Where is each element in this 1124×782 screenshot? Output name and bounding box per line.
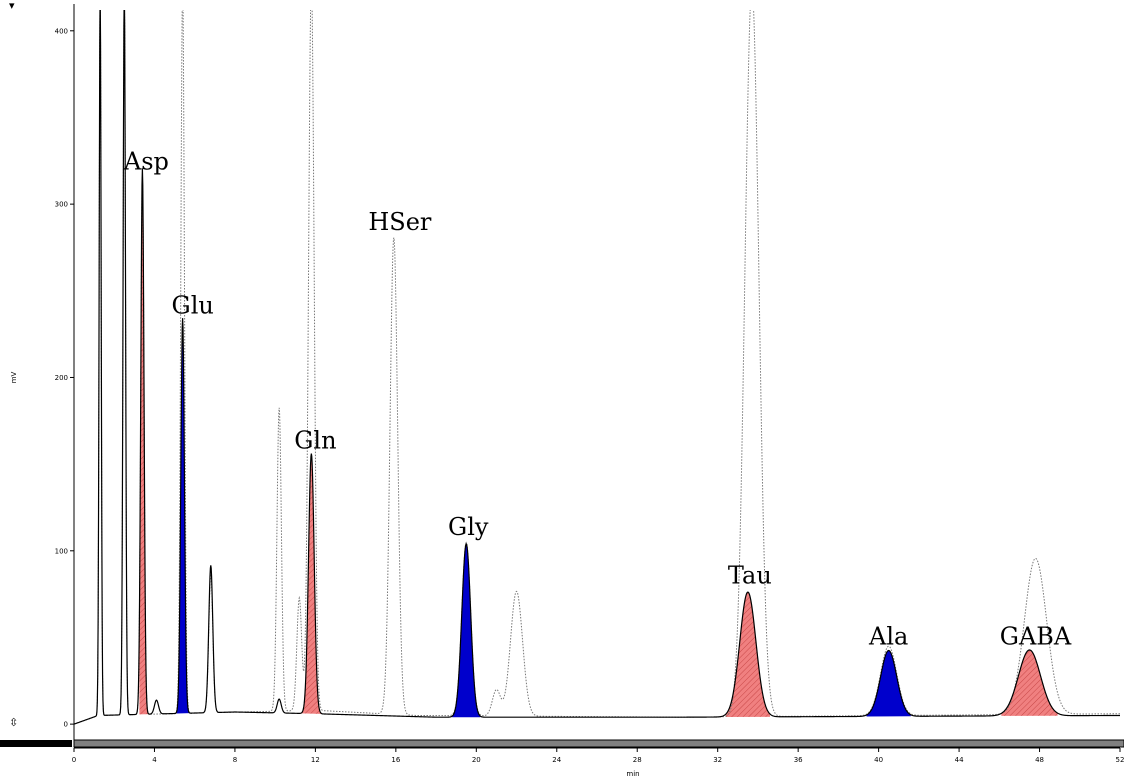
dropdown-toggle-icon[interactable]: ▾ xyxy=(9,0,15,12)
x-tick-label: 12 xyxy=(311,756,320,764)
x-tick-label: 4 xyxy=(152,756,157,764)
peak-label-glu: Glu xyxy=(172,291,214,319)
x-tick-label: 40 xyxy=(874,756,883,764)
x-tick-label: 52 xyxy=(1116,756,1124,764)
peak-label-gaba: GABA xyxy=(1000,622,1072,650)
peak-label-hser: HSer xyxy=(368,208,432,236)
peak-label-asp: Asp xyxy=(123,147,169,175)
x-tick-label: 8 xyxy=(233,756,237,764)
y-tick-label: 300 xyxy=(55,201,68,209)
peak-fill-gln xyxy=(301,453,324,714)
x-tick-label: 16 xyxy=(391,756,400,764)
x-axis-scrollbar-track xyxy=(73,739,1124,748)
peak-fill-gly xyxy=(452,543,481,718)
y-tick-label: 100 xyxy=(55,547,68,555)
peak-label-ala: Ala xyxy=(868,622,908,650)
y-tick-label: 200 xyxy=(55,374,68,382)
peak-fill-ala xyxy=(866,650,911,717)
x-tick-label: 28 xyxy=(633,756,642,764)
y-tick-label: 400 xyxy=(55,27,68,35)
peak-label-gln: Gln xyxy=(294,427,336,455)
peak-label-tau: Tau xyxy=(728,562,772,590)
x-tick-label: 32 xyxy=(713,756,722,764)
x-tick-label: 0 xyxy=(72,756,76,764)
x-tick-label: 24 xyxy=(552,756,561,764)
x-tick-label: 44 xyxy=(955,756,964,764)
peak-fill-gaba xyxy=(1001,649,1058,716)
y-tick-label: 0 xyxy=(64,721,68,729)
peak-label-gly: Gly xyxy=(448,513,489,541)
peak-fill-asp xyxy=(139,168,152,715)
x-axis-scrollbar-left xyxy=(0,740,72,747)
x-tick-label: 36 xyxy=(794,756,803,764)
peak-fill-tau xyxy=(725,592,770,718)
sample-trace xyxy=(74,10,1120,725)
y-axis-label: mV xyxy=(10,371,18,383)
scroll-arrows-icon[interactable]: ⇳ xyxy=(9,716,19,729)
x-tick-label: 48 xyxy=(1035,756,1044,764)
standard-trace xyxy=(74,10,1120,725)
x-tick-label: 20 xyxy=(472,756,481,764)
x-axis-label: min xyxy=(626,770,639,778)
